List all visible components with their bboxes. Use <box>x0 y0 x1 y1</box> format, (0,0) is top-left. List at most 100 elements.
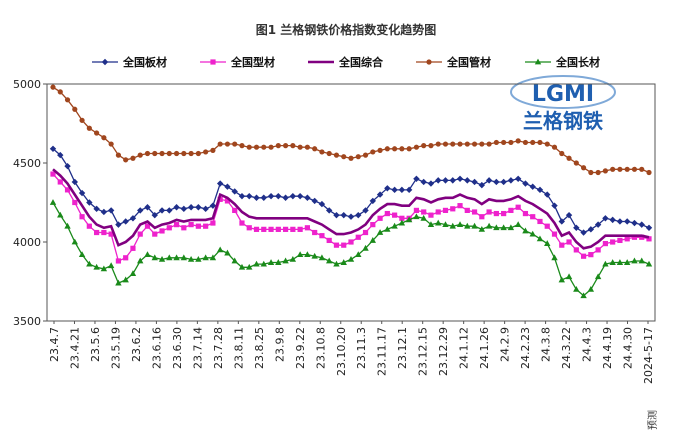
data-point <box>304 144 310 150</box>
data-point <box>500 224 507 231</box>
data-point <box>493 139 499 146</box>
legend-label: 全国长材 <box>555 55 600 69</box>
data-point <box>384 185 391 192</box>
series-0 <box>49 145 653 236</box>
x-tick-label: 24.1.26 <box>478 327 491 369</box>
data-point <box>64 97 71 103</box>
data-point <box>129 270 137 276</box>
data-point <box>464 141 470 147</box>
data-point <box>115 258 122 264</box>
legend-label: 全国型材 <box>230 55 275 69</box>
data-point <box>50 84 56 90</box>
data-point <box>246 144 252 150</box>
data-point <box>376 229 384 235</box>
data-point <box>304 251 311 258</box>
data-point <box>355 211 362 219</box>
data-point <box>384 225 391 232</box>
x-axis-ticks: 23.4.7 23.4.21 23.5.6 23.5.19 23.6.2 23.6.16 2… <box>48 321 655 384</box>
data-point <box>188 222 194 228</box>
x-tick-label: 24.3.22 <box>560 327 573 369</box>
data-point <box>137 231 143 237</box>
data-point <box>341 154 347 160</box>
data-point <box>326 237 332 244</box>
series-2 <box>52 168 650 250</box>
data-point <box>420 178 427 186</box>
data-point <box>107 262 115 269</box>
data-point <box>639 234 645 240</box>
x-tick-label: 23.8.25 <box>253 327 266 369</box>
data-point <box>78 251 86 258</box>
data-point <box>544 223 550 229</box>
data-point <box>558 218 565 225</box>
data-point <box>638 221 645 228</box>
data-point <box>347 255 355 262</box>
data-point <box>566 239 572 245</box>
data-point <box>435 209 441 215</box>
data-point <box>449 177 456 184</box>
data-point <box>623 259 631 265</box>
data-point <box>275 259 282 265</box>
data-point <box>507 177 515 184</box>
data-point <box>209 254 217 261</box>
data-point <box>101 58 109 66</box>
data-point <box>289 255 297 262</box>
data-point <box>529 183 536 190</box>
data-point <box>224 198 231 204</box>
data-point <box>631 166 638 172</box>
data-point <box>246 225 252 231</box>
data-point <box>79 117 85 123</box>
data-point <box>166 150 172 157</box>
data-point <box>289 192 297 200</box>
data-point <box>580 292 587 299</box>
logo-ring-icon <box>510 75 616 109</box>
plot-frame <box>46 83 656 322</box>
data-point <box>216 246 224 253</box>
data-point <box>166 254 173 261</box>
data-point <box>326 150 332 157</box>
data-point <box>210 147 216 153</box>
data-point <box>304 194 311 201</box>
data-point <box>290 226 296 232</box>
data-point <box>442 207 449 213</box>
data-point <box>427 221 435 228</box>
data-point <box>362 207 369 214</box>
data-point <box>86 199 93 206</box>
x-tick-label: 23.7.14 <box>191 327 204 369</box>
data-point <box>602 240 608 247</box>
data-point <box>587 286 595 292</box>
data-point <box>166 207 173 214</box>
data-point <box>173 204 180 211</box>
data-point <box>646 236 652 242</box>
legend-label: 全国板材 <box>122 55 167 69</box>
data-point <box>181 225 187 231</box>
data-point <box>362 244 369 251</box>
data-point <box>290 143 296 149</box>
data-point <box>486 141 492 147</box>
data-point <box>312 146 318 152</box>
data-point <box>333 242 340 248</box>
data-point <box>180 205 188 213</box>
data-point <box>79 214 85 220</box>
data-point <box>166 225 172 231</box>
data-point <box>93 263 100 270</box>
data-point <box>57 211 64 218</box>
data-point <box>129 215 137 222</box>
data-point <box>253 226 260 232</box>
data-point <box>187 255 195 262</box>
data-point <box>195 150 201 157</box>
data-point <box>144 223 151 229</box>
data-point <box>580 165 587 171</box>
data-point <box>544 141 550 147</box>
x-tick-label: 24.2.23 <box>519 327 532 369</box>
data-point <box>537 218 543 225</box>
x-tick-label: 2024-5-17 <box>642 327 655 384</box>
data-point <box>435 177 442 184</box>
data-point <box>558 276 565 283</box>
data-point <box>253 144 260 150</box>
data-point <box>594 273 602 280</box>
data-point <box>602 168 608 174</box>
data-point <box>617 237 623 244</box>
data-point <box>246 192 253 200</box>
data-point <box>405 216 413 223</box>
data-point <box>478 225 486 232</box>
